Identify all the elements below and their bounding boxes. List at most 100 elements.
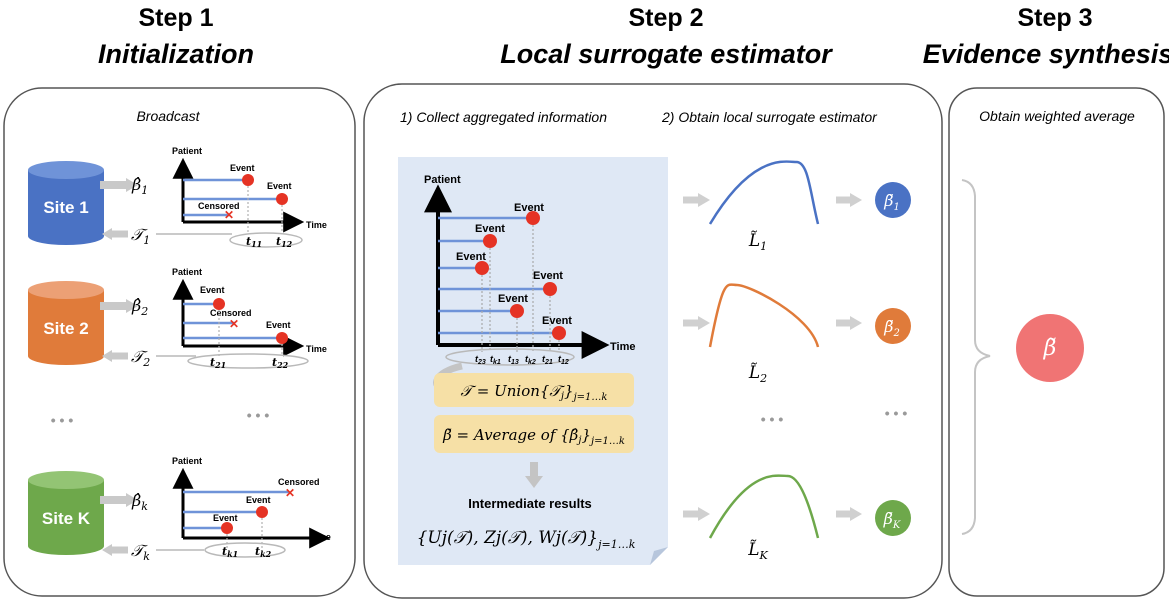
step1-ellipsis-right: • • • bbox=[247, 407, 270, 423]
site-1-axis-y: Patient bbox=[172, 146, 202, 156]
surrogate-curve-3 bbox=[708, 474, 820, 539]
site-2-censored-label: Censored bbox=[210, 308, 252, 318]
step1-header: Step 1 Initialization bbox=[98, 4, 254, 69]
aggregated-axis-x: Time bbox=[610, 341, 635, 353]
site-2-axis-x: Time bbox=[306, 344, 327, 354]
aggregated-event-6-label: Event bbox=[542, 315, 572, 327]
site-2-event-1-label: Event bbox=[200, 285, 225, 295]
aggregated-event-1-label: Event bbox=[514, 202, 544, 214]
local-estimate-label-3: β̃K bbox=[883, 509, 901, 531]
site-2-event-1 bbox=[213, 298, 225, 310]
site-2-time-ellipse bbox=[187, 353, 309, 369]
aggregated-tick-2: tk1 bbox=[490, 354, 501, 366]
step2-label: Step 2 bbox=[628, 4, 703, 32]
site-1-time-ellipse bbox=[229, 232, 303, 248]
surrogate-caption: 2) Obtain local surrogate estimator bbox=[661, 109, 878, 125]
surrogate-row-1: L̃1 β̃1 bbox=[683, 160, 911, 253]
step1-label: Step 1 bbox=[138, 4, 213, 32]
aggregated-event-5-label: Event bbox=[498, 293, 528, 305]
site-1-censored-label: Censored bbox=[198, 201, 240, 211]
aggregated-info-card bbox=[398, 157, 668, 565]
local-estimate-circle-2 bbox=[875, 308, 911, 344]
surrogate-curve-1 bbox=[708, 160, 820, 225]
site-2-database-icon bbox=[28, 281, 104, 365]
site-k-event-2 bbox=[221, 522, 233, 534]
site-1-time-set: 𝒯1 bbox=[131, 225, 150, 247]
site-k-tick-1: tk1 bbox=[222, 545, 238, 559]
surrogate-label-2: L̃2 bbox=[748, 363, 767, 385]
site-1-event-2 bbox=[276, 193, 288, 205]
surrogate-row-2: L̃2 β̃2 bbox=[683, 283, 911, 385]
aggregated-event-5 bbox=[510, 304, 524, 318]
site-k-event-2-label: Event bbox=[213, 513, 238, 523]
site-1-event-1-label: Event bbox=[230, 163, 255, 173]
site-k-censor-mark: ✕ bbox=[285, 486, 295, 500]
local-estimate-circle-3 bbox=[875, 500, 911, 536]
step1-ellipsis-left: • • • bbox=[51, 412, 74, 428]
site-1-timeline-chart: Patient Time Event Event Censored ✕ t11 … bbox=[172, 146, 327, 249]
step2-title: Local surrogate estimator bbox=[500, 39, 833, 69]
weighted-average-caption: Obtain weighted average bbox=[979, 108, 1135, 124]
site-2-event-2 bbox=[276, 332, 288, 344]
surrogate-estimators: L̃1 β̃1 L̃2 β̃2 L̃K β̃K bbox=[683, 160, 911, 562]
site-2-tick-2: t22 bbox=[272, 356, 289, 370]
site-k-axis-y: Patient bbox=[172, 456, 202, 466]
step3-label: Step 3 bbox=[1017, 4, 1092, 32]
site-k-event-1 bbox=[256, 506, 268, 518]
aggregated-event-2-label: Event bbox=[475, 223, 505, 235]
site-1-label: Site 1 bbox=[43, 198, 88, 217]
aggregated-event-3-label: Event bbox=[456, 251, 486, 263]
broadcast-caption: Broadcast bbox=[136, 108, 200, 124]
intermediate-results-formula: {Uj(𝒯), Zj(𝒯), Wj(𝒯)}j=1…k bbox=[417, 528, 636, 551]
local-estimate-label-2: β̃2 bbox=[883, 317, 900, 339]
step3-panel bbox=[948, 87, 1165, 597]
union-formula-box bbox=[434, 373, 634, 407]
aggregated-event-2 bbox=[483, 234, 497, 248]
step3-header: Step 3 Evidence synthesis bbox=[923, 4, 1169, 69]
site-k-time-ellipse bbox=[204, 542, 286, 558]
surrogate-label-3: L̃K bbox=[747, 540, 768, 562]
step2-ellipsis-right: • • • bbox=[885, 405, 908, 421]
union-formula: 𝒯 = Union{𝒯j}j=1…k bbox=[461, 382, 608, 403]
site-k-beta: β̂k bbox=[131, 491, 148, 513]
site-2-tick-1: t21 bbox=[210, 356, 226, 370]
site-2-label: Site 2 bbox=[43, 319, 88, 338]
site-k-timeline-chart: Patient Time ✕ Censored Event Event tk1 … bbox=[172, 456, 331, 559]
site-2-timeline-chart: Patient Time Event Event Censored ✕ t21 … bbox=[172, 267, 327, 370]
aggregated-tick-4: tk2 bbox=[525, 354, 536, 366]
site-k-axis-x: Time bbox=[310, 532, 331, 542]
aggregated-event-4-label: Event bbox=[533, 270, 563, 282]
aggregated-tick-5: t21 bbox=[542, 354, 553, 366]
site-1-censor-mark: ✕ bbox=[224, 208, 234, 222]
site-1-group: Site 1 β̂1 𝒯1 Patient Time Event Event C… bbox=[28, 146, 327, 249]
aggregated-timeline-chart: Patient Time Event Event Event Event Eve… bbox=[424, 174, 635, 366]
intermediate-results-label: Intermediate results bbox=[468, 496, 592, 511]
site-1-tick-2: t12 bbox=[276, 235, 293, 249]
site-k-database-icon bbox=[28, 471, 104, 555]
site-k-label: Site K bbox=[42, 509, 91, 528]
step2-ellipsis-left: • • • bbox=[761, 411, 784, 427]
aggregated-tick-1: t23 bbox=[475, 354, 486, 366]
aggregated-event-3 bbox=[475, 261, 489, 275]
site-1-axis-x: Time bbox=[306, 220, 327, 230]
average-formula: β̃ = Average of {β̂j}j=1…k bbox=[442, 426, 625, 447]
site-2-beta: β̂2 bbox=[131, 296, 148, 318]
site-2-censor-mark: ✕ bbox=[229, 317, 239, 331]
step2-header: Step 2 Local surrogate estimator bbox=[500, 4, 833, 69]
step3-title: Evidence synthesis bbox=[923, 39, 1169, 69]
local-estimate-label-1: β̃1 bbox=[883, 191, 900, 213]
aggregated-tick-3: t13 bbox=[508, 354, 519, 366]
site-2-axis-y: Patient bbox=[172, 267, 202, 277]
site-k-time-set: 𝒯k bbox=[131, 541, 150, 563]
local-estimate-circle-1 bbox=[875, 182, 911, 218]
site-1-tick-1: t11 bbox=[246, 235, 262, 249]
aggregated-time-ellipse bbox=[445, 348, 575, 366]
step2-panel bbox=[363, 83, 943, 599]
site-k-event-1-label: Event bbox=[246, 495, 271, 505]
surrogate-curve-2 bbox=[708, 283, 820, 348]
site-1-event-2-label: Event bbox=[267, 181, 292, 191]
average-formula-box bbox=[434, 415, 634, 453]
site-k-censored-label: Censored bbox=[278, 477, 320, 487]
combined-estimate-label: β̃ bbox=[1043, 336, 1057, 361]
